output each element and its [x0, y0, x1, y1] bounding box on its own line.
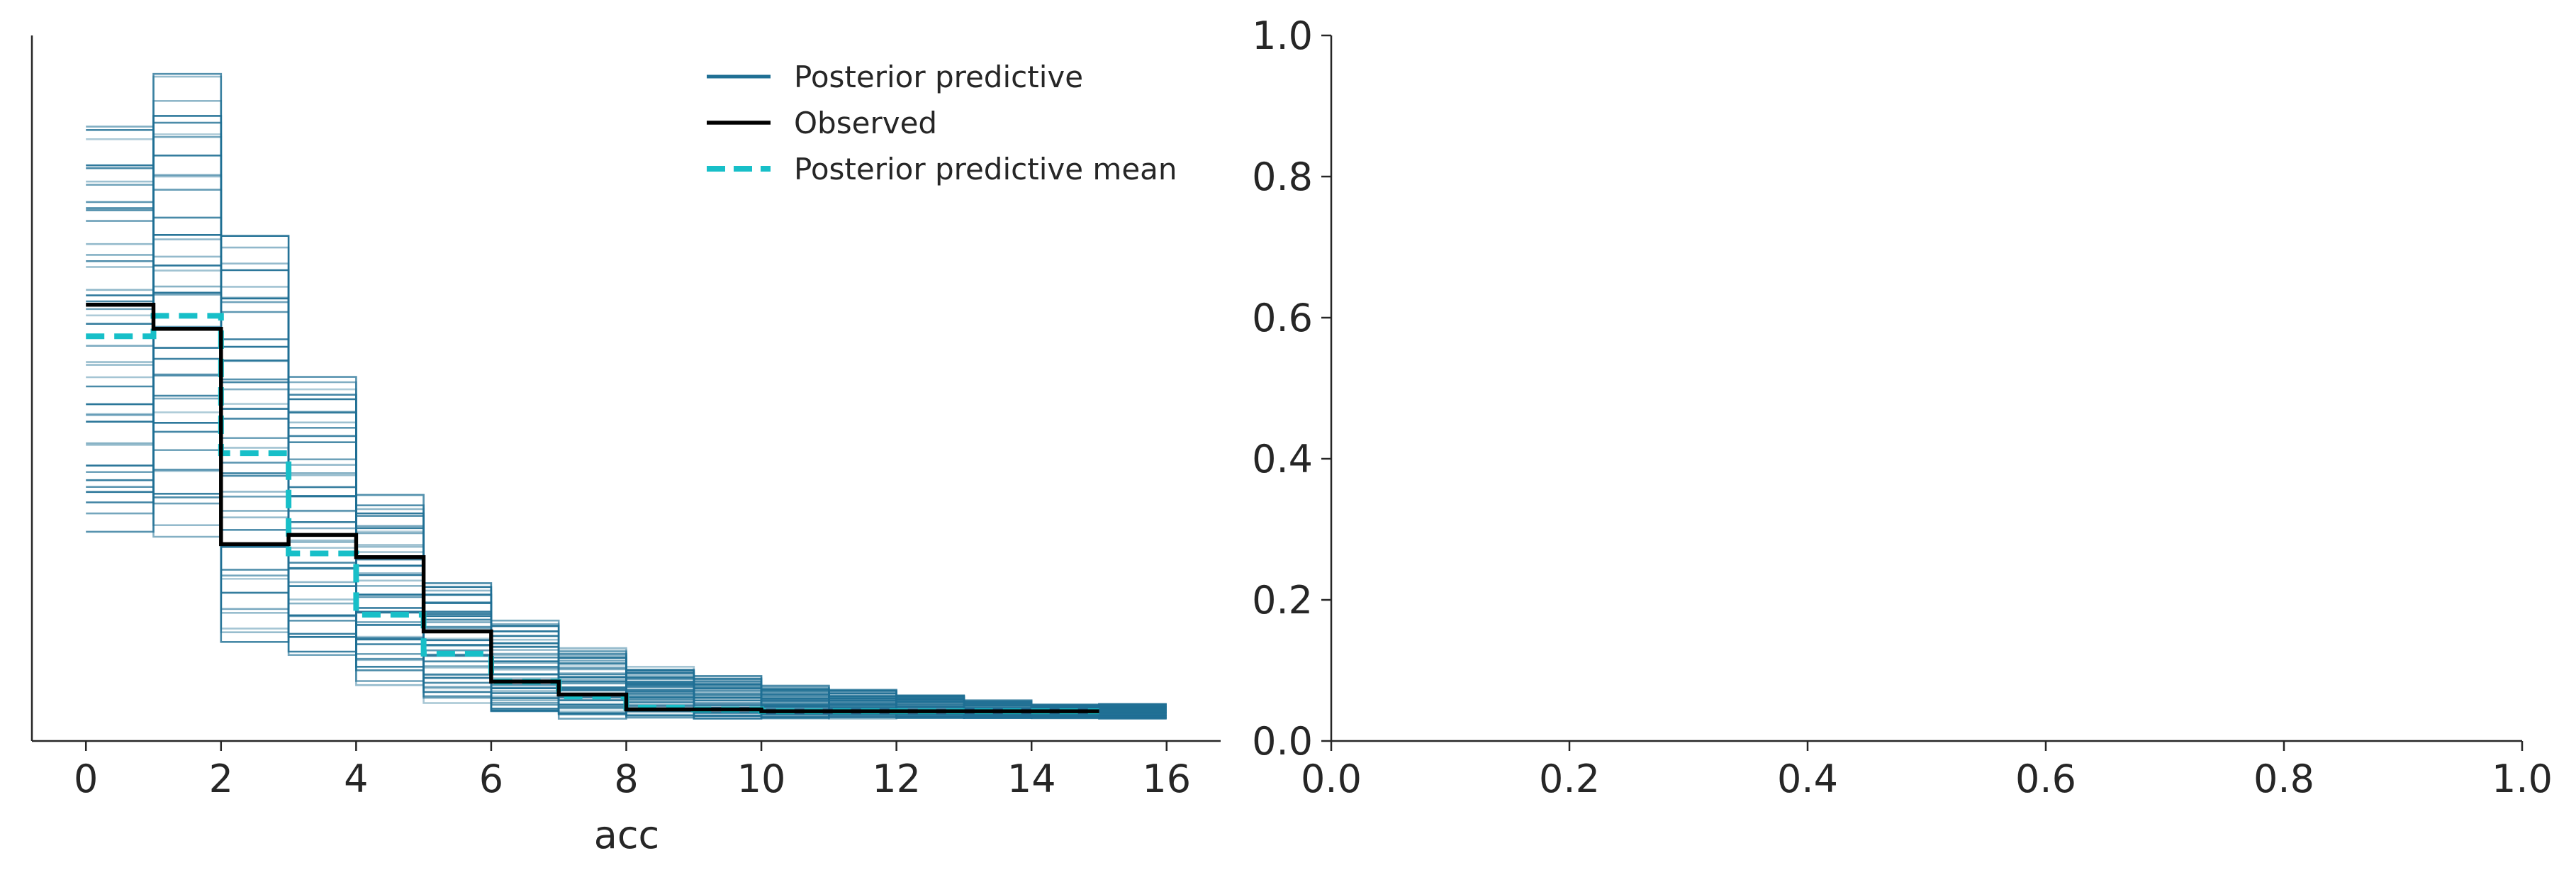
x-tick-label: 12 — [872, 757, 921, 801]
posterior-predictive-draw — [86, 75, 1167, 717]
x-tick-label: 14 — [1007, 757, 1056, 801]
legend: Posterior predictive Observed Posterior … — [707, 60, 1177, 186]
x-axis-label: acc — [594, 813, 659, 857]
histogram-axes: 0 2 4 6 8 10 12 14 16 acc Posterior predictive O… — [30, 35, 1221, 857]
y-tick-label-right-panel: 0.8 — [1252, 155, 1313, 199]
y-tick-label-right-panel: 1.0 — [1252, 13, 1313, 58]
observed-line — [86, 302, 1099, 713]
x-tick-label: 2 — [209, 757, 233, 801]
x-tick-label: 10 — [737, 757, 786, 801]
x-tick-label-right-panel: 0.2 — [1539, 757, 1600, 801]
x-axis-ticks-right-panel: 0.0 0.2 0.4 0.6 0.8 1.0 — [1301, 741, 2553, 801]
x-tick-label: 16 — [1142, 757, 1191, 801]
x-tick-label-right-panel: 0.6 — [2015, 757, 2076, 801]
y-tick-label-right-panel: 0.2 — [1252, 578, 1313, 623]
x-tick-label-right-panel: 0.0 — [1301, 757, 1362, 801]
x-tick-label: 8 — [614, 757, 638, 801]
empty-axes: 0.0 0.2 0.4 0.6 0.8 1.0 0.0 0.2 0.4 0.6 0.8 1.0 — [1252, 13, 2553, 801]
posterior-predictive-draw — [86, 155, 1167, 719]
x-tick-label: 6 — [479, 757, 503, 801]
legend-label-observed: Observed — [794, 106, 937, 140]
legend-label-posterior-predictive: Posterior predictive — [794, 60, 1083, 94]
x-tick-label-right-panel: 1.0 — [2492, 757, 2553, 801]
y-axis-ticks-right-panel: 0.0 0.2 0.4 0.6 0.8 1.0 — [1252, 13, 1331, 764]
x-tick-label: 4 — [344, 757, 368, 801]
x-tick-label-right-panel: 0.4 — [1777, 757, 1838, 801]
x-axis-ticks: 0 2 4 6 8 10 12 14 16 — [74, 741, 1191, 801]
x-tick-label: 0 — [74, 757, 98, 801]
y-tick-label-right-panel: 0.6 — [1252, 296, 1313, 340]
legend-label-posterior-predictive-mean: Posterior predictive mean — [794, 152, 1177, 186]
y-tick-label-right-panel: 0.4 — [1252, 437, 1313, 481]
y-tick-label-right-panel: 0.0 — [1252, 719, 1313, 764]
x-tick-label-right-panel: 0.8 — [2253, 757, 2314, 801]
